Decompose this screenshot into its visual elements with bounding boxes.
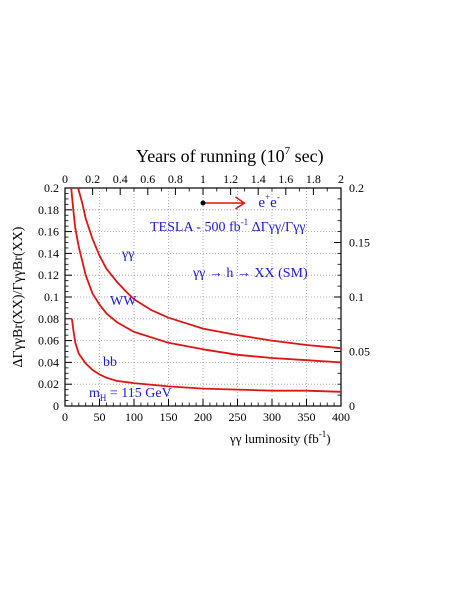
ee-label-e1: e — [258, 195, 265, 211]
y-tick-label: 0.04 — [38, 355, 59, 369]
axis-ticks: 0 50 100 150 200 250 300 350 40000.020.040.060.0… — [38, 172, 370, 424]
x-tick-label: 300 — [263, 410, 281, 424]
ee-label-e2: e — [270, 195, 277, 211]
top-tick-label: 0.2 — [85, 172, 100, 186]
y-tick-label: 0 — [53, 399, 59, 413]
x-tick-label: 350 — [298, 410, 316, 424]
top-tick-label: 1.8 — [306, 172, 321, 186]
x-tick-label: 400 — [332, 410, 350, 424]
y2-tick-label: 0.05 — [349, 345, 370, 359]
x-tick-label: 150 — [160, 410, 178, 424]
top-tick-label: 2 — [338, 172, 344, 186]
series-curves — [70, 187, 342, 393]
x-tick-label: 250 — [229, 410, 247, 424]
top-tick-label: 1.2 — [223, 172, 238, 186]
series-label-ww: WW — [110, 294, 137, 309]
y2-tick-label: 0.1 — [349, 290, 364, 304]
series-line-1 — [70, 187, 342, 364]
top-tick-label: 0 — [62, 172, 68, 186]
tesla-tail: ΔΓγγ/Γγγ — [248, 220, 305, 235]
top-tick-label: 1.4 — [251, 172, 266, 186]
tesla-exp: -1 — [241, 217, 249, 227]
process-annotation: γγ → h → XX (SM) — [192, 266, 308, 281]
top-tick-label: 1.6 — [278, 172, 293, 186]
ee-arrow-head — [234, 196, 246, 210]
x-axis-label-exp: -1 — [319, 429, 327, 439]
series-label-bb: bb — [103, 355, 117, 370]
y-axis-label: ΔΓγγBr(XX)/ΓγγBr(XX) — [11, 226, 26, 367]
mass-annotation: mH = 115 GeV — [89, 386, 172, 403]
ee-label-sup2: - — [277, 192, 280, 202]
y-tick-label: 0.18 — [38, 203, 59, 217]
series-label-gammagamma: γγ — [121, 247, 134, 262]
top-axis-title-main: Years of running — [136, 146, 256, 166]
y2-tick-label: 0.15 — [349, 236, 370, 250]
x-tick-label: 100 — [125, 410, 143, 424]
x-tick-label: 200 — [194, 410, 212, 424]
y-tick-label: 0.2 — [44, 181, 59, 195]
x-tick-label: 0 — [62, 410, 68, 424]
ee-start-dot — [200, 200, 206, 206]
y-tick-label: 0.06 — [38, 334, 59, 348]
series-line-2 — [71, 318, 342, 393]
tesla-text: TESLA - 500 fb — [150, 220, 241, 235]
tesla-annotation: TESLA - 500 fb-1 ΔΓγγ/Γγγ — [150, 217, 305, 235]
y-tick-label: 0.08 — [38, 312, 59, 326]
mass-value: = 115 GeV — [106, 386, 171, 401]
top-axis-title: Years of running (107 sec) — [136, 145, 324, 167]
ee-annotation: e+e- — [200, 192, 280, 211]
y-tick-label: 0.12 — [38, 268, 59, 282]
y-tick-label: 0.16 — [38, 225, 59, 239]
y-tick-label: 0.1 — [44, 290, 59, 304]
x-axis-label-main: γγ luminosity (fb — [229, 431, 319, 446]
top-tick-label: 0.6 — [140, 172, 155, 186]
x-axis-label-tail: ) — [326, 431, 330, 446]
top-tick-label: 0.4 — [113, 172, 128, 186]
y-tick-label: 0.02 — [38, 377, 59, 391]
x-tick-label: 50 — [94, 410, 106, 424]
top-axis-title-unit: (10 — [261, 146, 285, 167]
grid-lines — [65, 188, 341, 406]
y2-tick-label: 0.2 — [349, 181, 364, 195]
mass-sub: H — [100, 393, 107, 403]
y-tick-label: 0.14 — [38, 246, 59, 260]
series-line-0 — [77, 187, 342, 350]
top-axis-title-tail: sec) — [290, 146, 323, 167]
ee-label: e+e- — [258, 192, 279, 211]
top-axis-title-exp: 7 — [285, 145, 291, 157]
y2-tick-label: 0 — [349, 399, 355, 413]
x-axis-label: γγ luminosity (fb-1) — [229, 429, 331, 446]
top-tick-label: 0.8 — [168, 172, 183, 186]
mass-label: m — [89, 386, 100, 401]
top-tick-label: 1 — [200, 172, 206, 186]
ee-label-sup1: + — [265, 192, 270, 202]
